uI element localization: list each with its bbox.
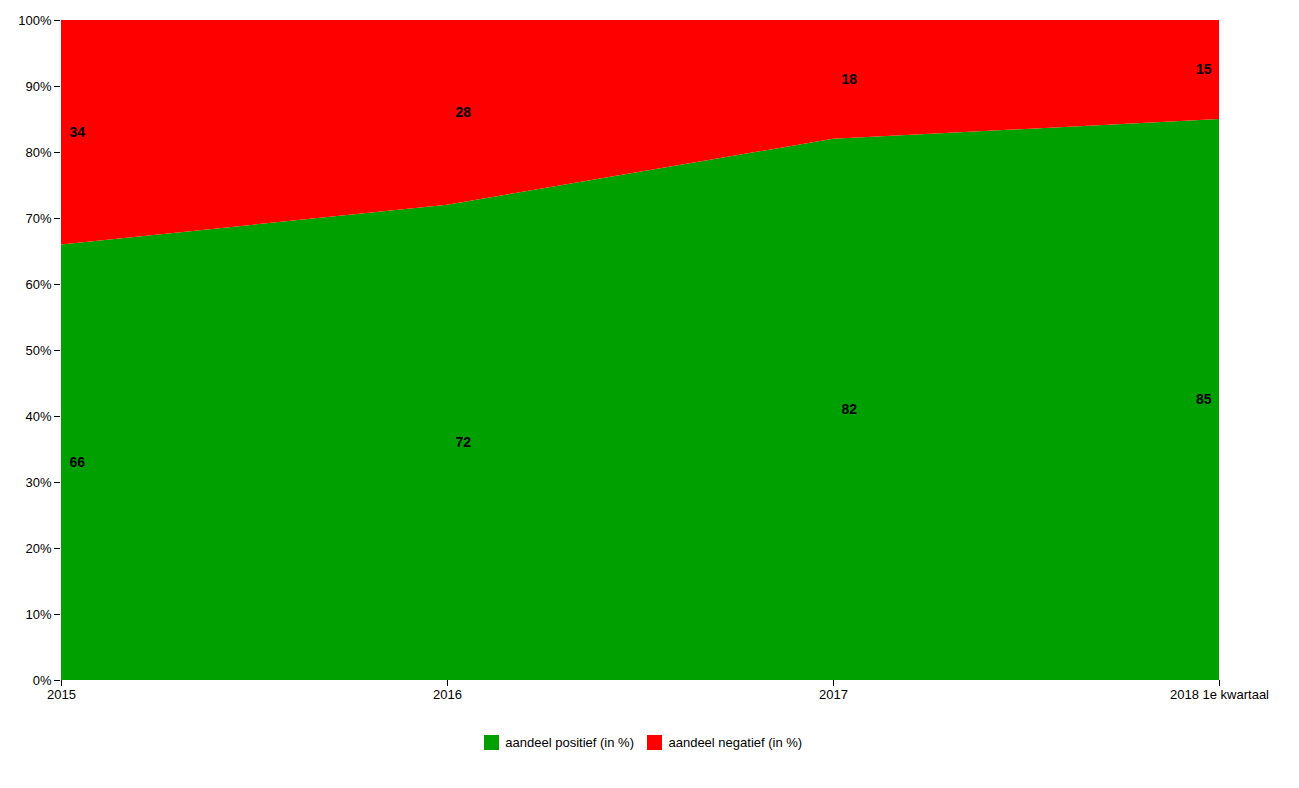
- svg-text:90%: 90%: [25, 79, 51, 94]
- svg-text:50%: 50%: [25, 343, 51, 358]
- svg-text:2017: 2017: [819, 687, 848, 702]
- svg-text:2018 1e kwartaal: 2018 1e kwartaal: [1170, 687, 1269, 702]
- svg-text:2015: 2015: [47, 687, 76, 702]
- svg-text:18: 18: [842, 71, 858, 87]
- svg-text:2016: 2016: [433, 687, 462, 702]
- svg-text:100%: 100%: [18, 13, 52, 28]
- svg-text:28: 28: [456, 104, 472, 120]
- svg-text:15: 15: [1196, 61, 1212, 77]
- svg-text:82: 82: [842, 401, 858, 417]
- svg-text:34: 34: [70, 124, 86, 140]
- svg-text:80%: 80%: [25, 145, 51, 160]
- svg-text:70%: 70%: [25, 211, 51, 226]
- svg-text:30%: 30%: [25, 475, 51, 490]
- svg-text:66: 66: [70, 454, 86, 470]
- svg-text:20%: 20%: [25, 541, 51, 556]
- svg-text:0%: 0%: [33, 673, 52, 688]
- svg-text:85: 85: [1196, 391, 1212, 407]
- svg-text:60%: 60%: [25, 277, 51, 292]
- html-text:aandeel negatief (in %): aandeel negatief (in %): [668, 735, 803, 750]
- svg-text:72: 72: [456, 434, 472, 450]
- html-text:aandeel positief (in %): aandeel positief (in %): [505, 735, 634, 750]
- svg-text:10%: 10%: [25, 607, 51, 622]
- svg-text:40%: 40%: [25, 409, 51, 424]
